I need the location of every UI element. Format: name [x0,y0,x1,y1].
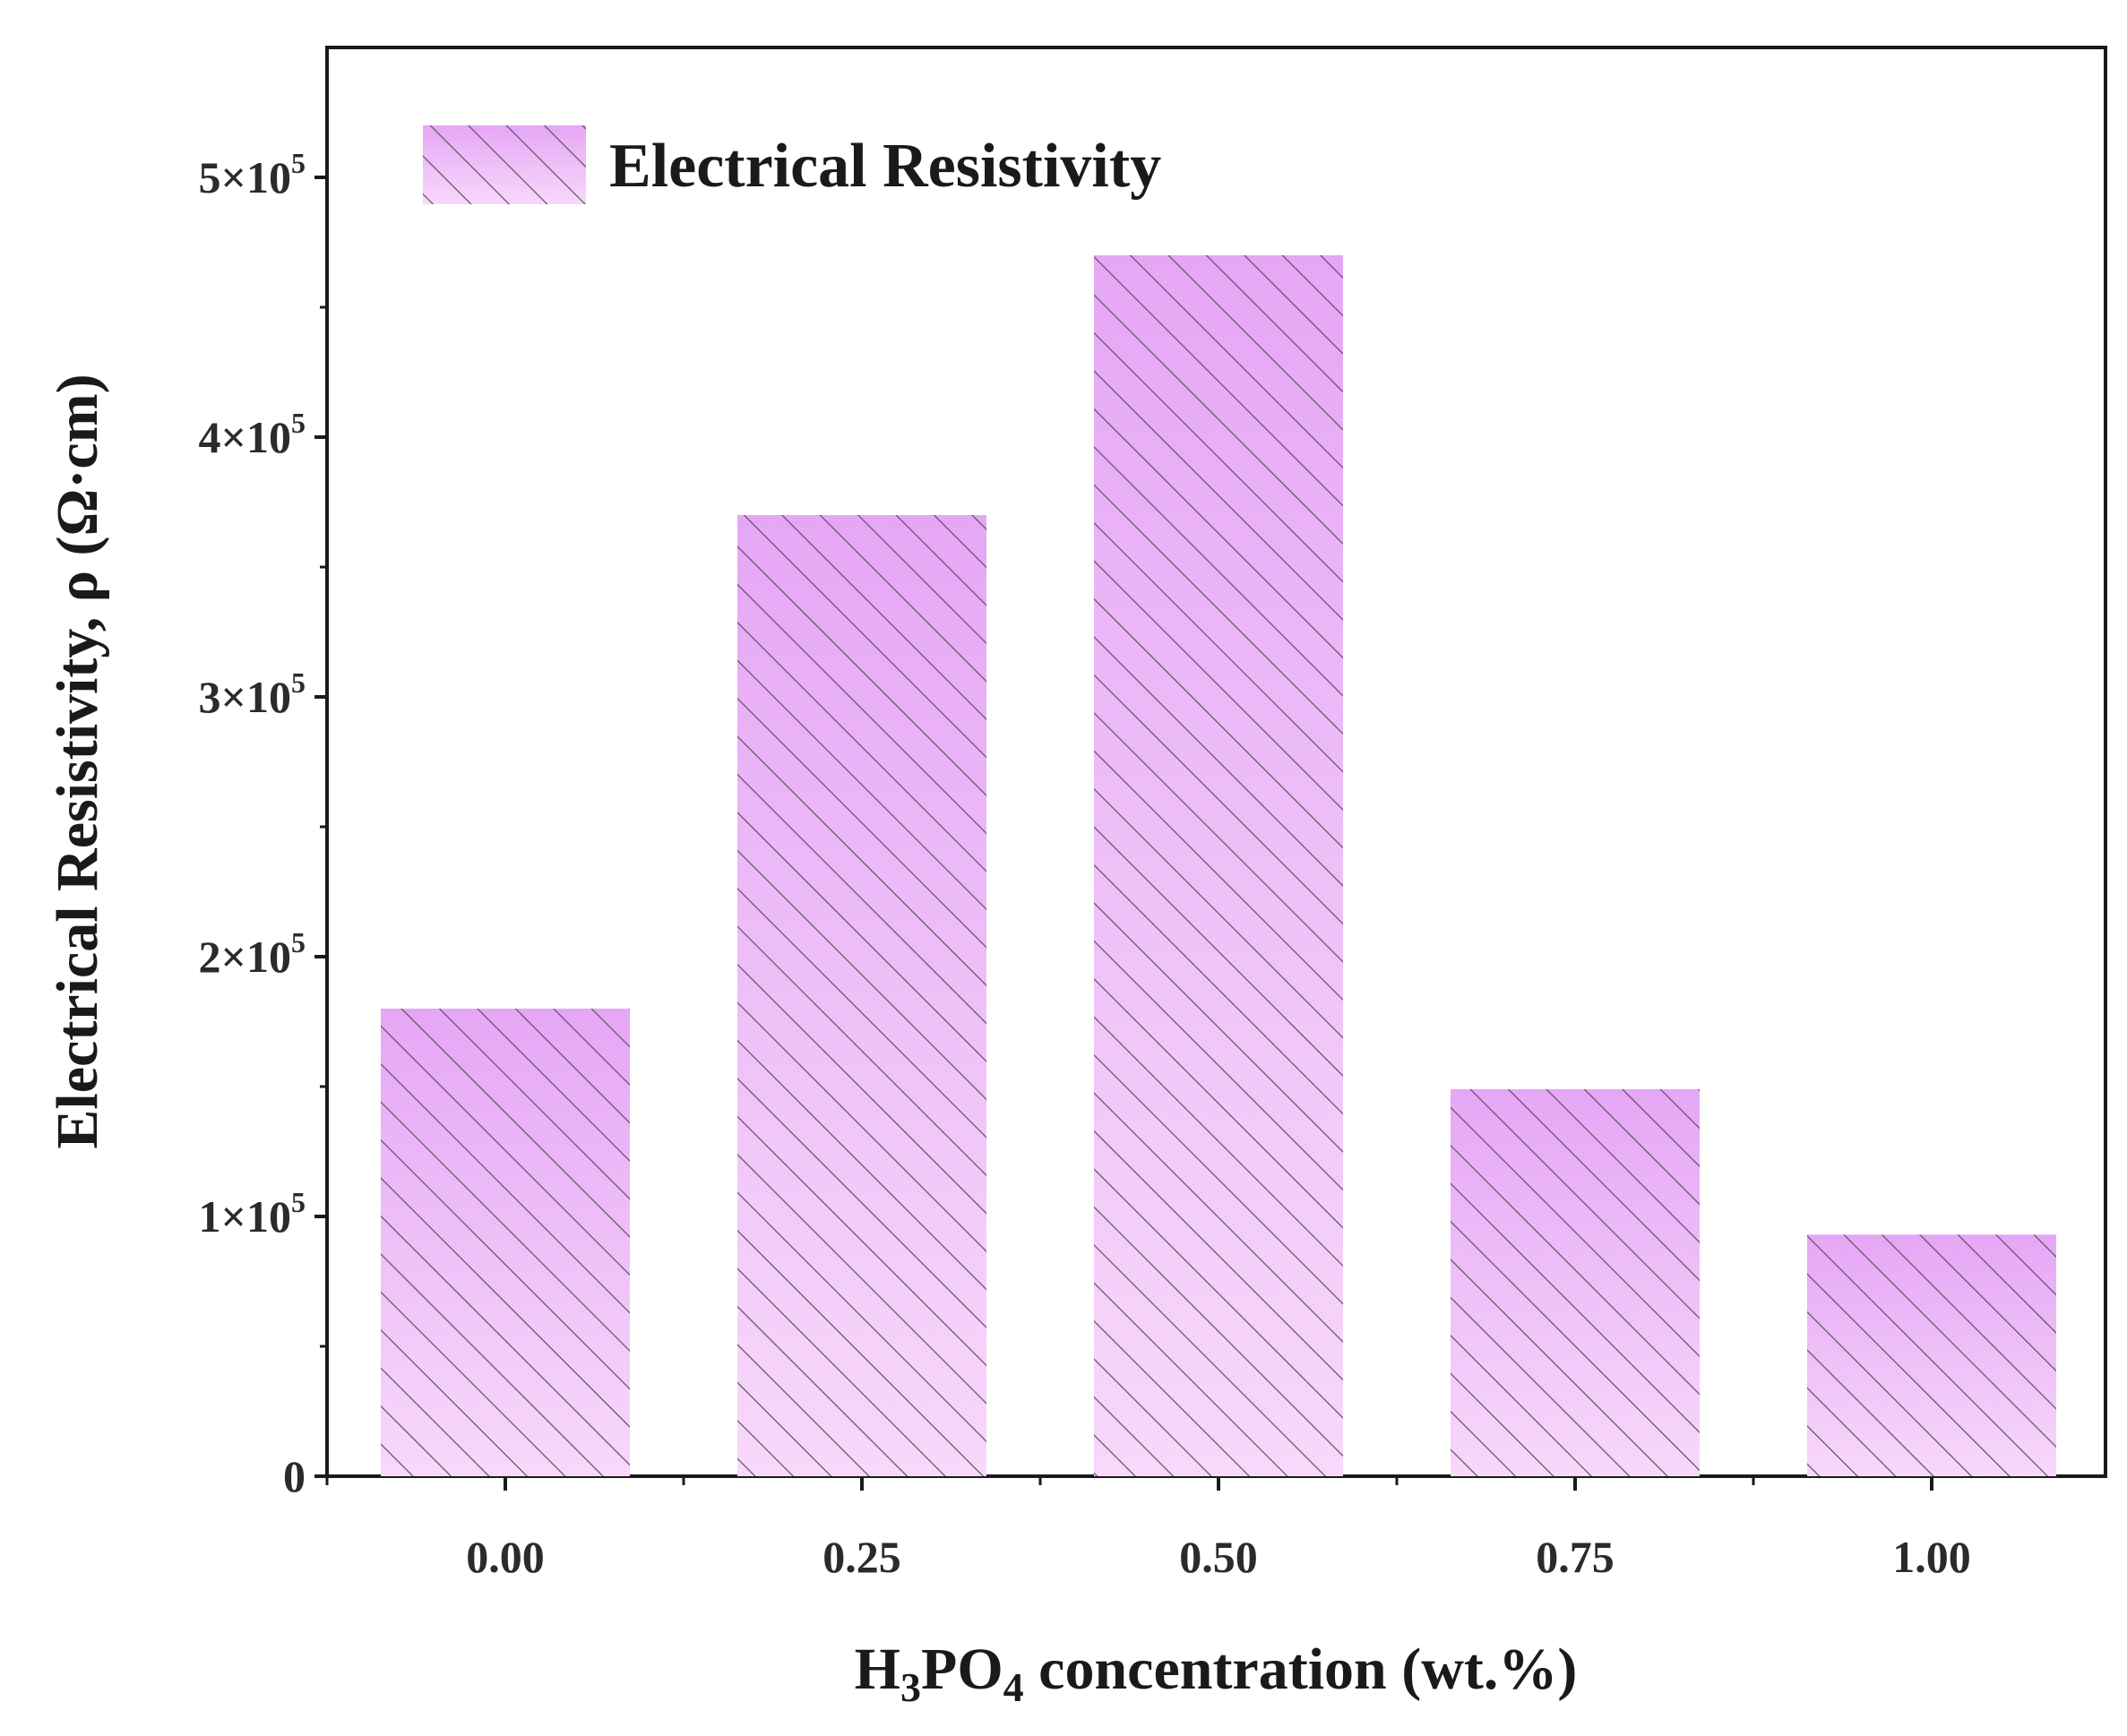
bar-0.00 [381,1009,630,1476]
legend: Electrical Resistivity [423,125,1161,204]
y-tick-label: 5×105 [199,147,306,202]
y-tick-label: 3×105 [199,666,306,722]
bar-hatch [381,1009,630,1476]
bar-0.25 [737,515,986,1476]
y-tick-labels: 0 1×105 2×105 3×105 4×105 5×105 [199,147,306,1501]
y-tick-label: 4×105 [199,407,306,462]
y-axis-title: Electrical Resistivity, ρ (Ω·cm) [45,374,110,1148]
bar-1.00 [1807,1234,2056,1476]
legend-label: Electrical Resistivity [609,132,1161,201]
x-axis-title: H3PO4 concentration (wt.%) [855,1637,1578,1710]
x-tick-labels: 0.00 0.25 0.50 0.75 1.00 [466,1532,1971,1582]
bar-hatch [1451,1088,1700,1476]
y-tick-label: 0 [283,1451,306,1501]
y-tick-label: 2×105 [199,926,306,982]
y-tick-label: 1×105 [199,1186,306,1242]
bar-hatch [1807,1234,2056,1476]
legend-swatch-hatch [423,125,586,204]
bar-0.75 [1451,1088,1700,1476]
bar-hatch [1094,255,1343,1476]
bar-hatch [737,515,986,1476]
bar-0.50 [1094,255,1343,1476]
x-tick-label: 1.00 [1892,1532,1971,1582]
x-tick-label: 0.25 [822,1532,901,1582]
bars-group [381,255,2056,1476]
x-tick-label: 0.75 [1536,1532,1615,1582]
ticks-group [314,176,1933,1491]
x-tick-label: 0.00 [466,1532,545,1582]
x-tick-label: 0.50 [1179,1532,1258,1582]
